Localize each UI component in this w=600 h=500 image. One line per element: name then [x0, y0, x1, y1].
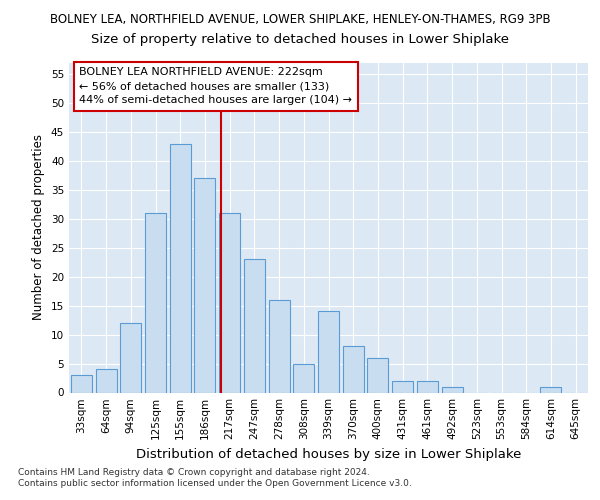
Text: BOLNEY LEA NORTHFIELD AVENUE: 222sqm
← 56% of detached houses are smaller (133)
: BOLNEY LEA NORTHFIELD AVENUE: 222sqm ← 5…: [79, 68, 352, 106]
Bar: [343, 346, 364, 393]
Y-axis label: Number of detached properties: Number of detached properties: [32, 134, 46, 320]
Bar: [367, 358, 388, 392]
Bar: [442, 386, 463, 392]
Bar: [541, 386, 562, 392]
Text: BOLNEY LEA, NORTHFIELD AVENUE, LOWER SHIPLAKE, HENLEY-ON-THAMES, RG9 3PB: BOLNEY LEA, NORTHFIELD AVENUE, LOWER SHI…: [50, 12, 550, 26]
Text: Size of property relative to detached houses in Lower Shiplake: Size of property relative to detached ho…: [91, 32, 509, 46]
Bar: [244, 260, 265, 392]
Bar: [293, 364, 314, 392]
Bar: [269, 300, 290, 392]
Bar: [145, 213, 166, 392]
Bar: [120, 323, 141, 392]
Bar: [417, 381, 438, 392]
Bar: [219, 213, 240, 392]
Bar: [95, 370, 116, 392]
Bar: [71, 375, 92, 392]
Bar: [170, 144, 191, 392]
X-axis label: Distribution of detached houses by size in Lower Shiplake: Distribution of detached houses by size …: [136, 448, 521, 461]
Text: Contains HM Land Registry data © Crown copyright and database right 2024.
Contai: Contains HM Land Registry data © Crown c…: [18, 468, 412, 487]
Bar: [392, 381, 413, 392]
Bar: [194, 178, 215, 392]
Bar: [318, 312, 339, 392]
